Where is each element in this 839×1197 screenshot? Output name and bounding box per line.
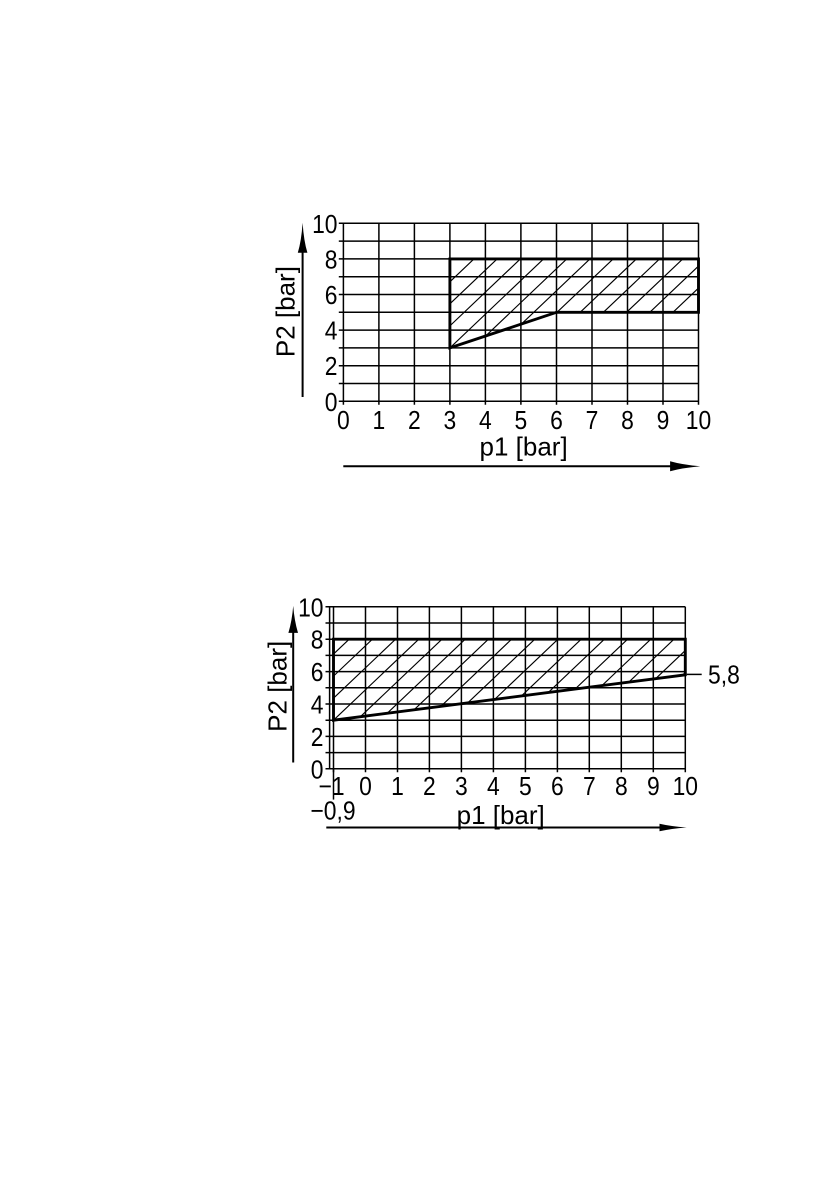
svg-text:5: 5 — [515, 407, 528, 436]
svg-text:1: 1 — [373, 407, 386, 436]
svg-text:8: 8 — [311, 626, 324, 655]
svg-text:6: 6 — [551, 773, 564, 802]
svg-text:10: 10 — [673, 773, 698, 802]
svg-text:0: 0 — [337, 407, 350, 436]
svg-text:9: 9 — [647, 773, 660, 802]
svg-text:−1: −1 — [318, 773, 344, 802]
svg-text:7: 7 — [583, 773, 596, 802]
svg-text:6: 6 — [311, 659, 324, 688]
svg-text:4: 4 — [311, 691, 324, 720]
svg-text:8: 8 — [615, 773, 628, 802]
svg-text:6: 6 — [550, 407, 563, 436]
svg-text:4: 4 — [487, 773, 500, 802]
svg-text:2: 2 — [311, 724, 324, 753]
svg-text:10: 10 — [298, 594, 323, 623]
svg-text:4: 4 — [325, 317, 338, 346]
svg-text:5: 5 — [519, 773, 532, 802]
svg-text:p1 [bar]: p1 [bar] — [457, 800, 545, 830]
svg-text:5,8: 5,8 — [708, 661, 740, 690]
svg-text:2: 2 — [325, 353, 338, 382]
svg-text:−0,9: −0,9 — [310, 797, 355, 826]
svg-text:p1 [bar]: p1 [bar] — [480, 432, 568, 462]
svg-text:2: 2 — [423, 773, 436, 802]
svg-text:0: 0 — [325, 389, 338, 418]
svg-text:3: 3 — [455, 773, 468, 802]
svg-text:4: 4 — [479, 407, 492, 436]
svg-text:2: 2 — [408, 407, 421, 436]
svg-text:3: 3 — [444, 407, 457, 436]
svg-text:10: 10 — [686, 407, 711, 436]
svg-text:8: 8 — [325, 246, 338, 275]
svg-text:P2 [bar]: P2 [bar] — [263, 641, 293, 732]
svg-text:1: 1 — [391, 773, 404, 802]
svg-text:P2 [bar]: P2 [bar] — [271, 266, 301, 357]
svg-text:0: 0 — [359, 773, 372, 802]
svg-text:0: 0 — [311, 756, 324, 785]
svg-text:6: 6 — [325, 282, 338, 311]
svg-text:8: 8 — [621, 407, 634, 436]
svg-text:7: 7 — [586, 407, 599, 436]
svg-text:10: 10 — [312, 211, 337, 240]
svg-text:9: 9 — [657, 407, 670, 436]
